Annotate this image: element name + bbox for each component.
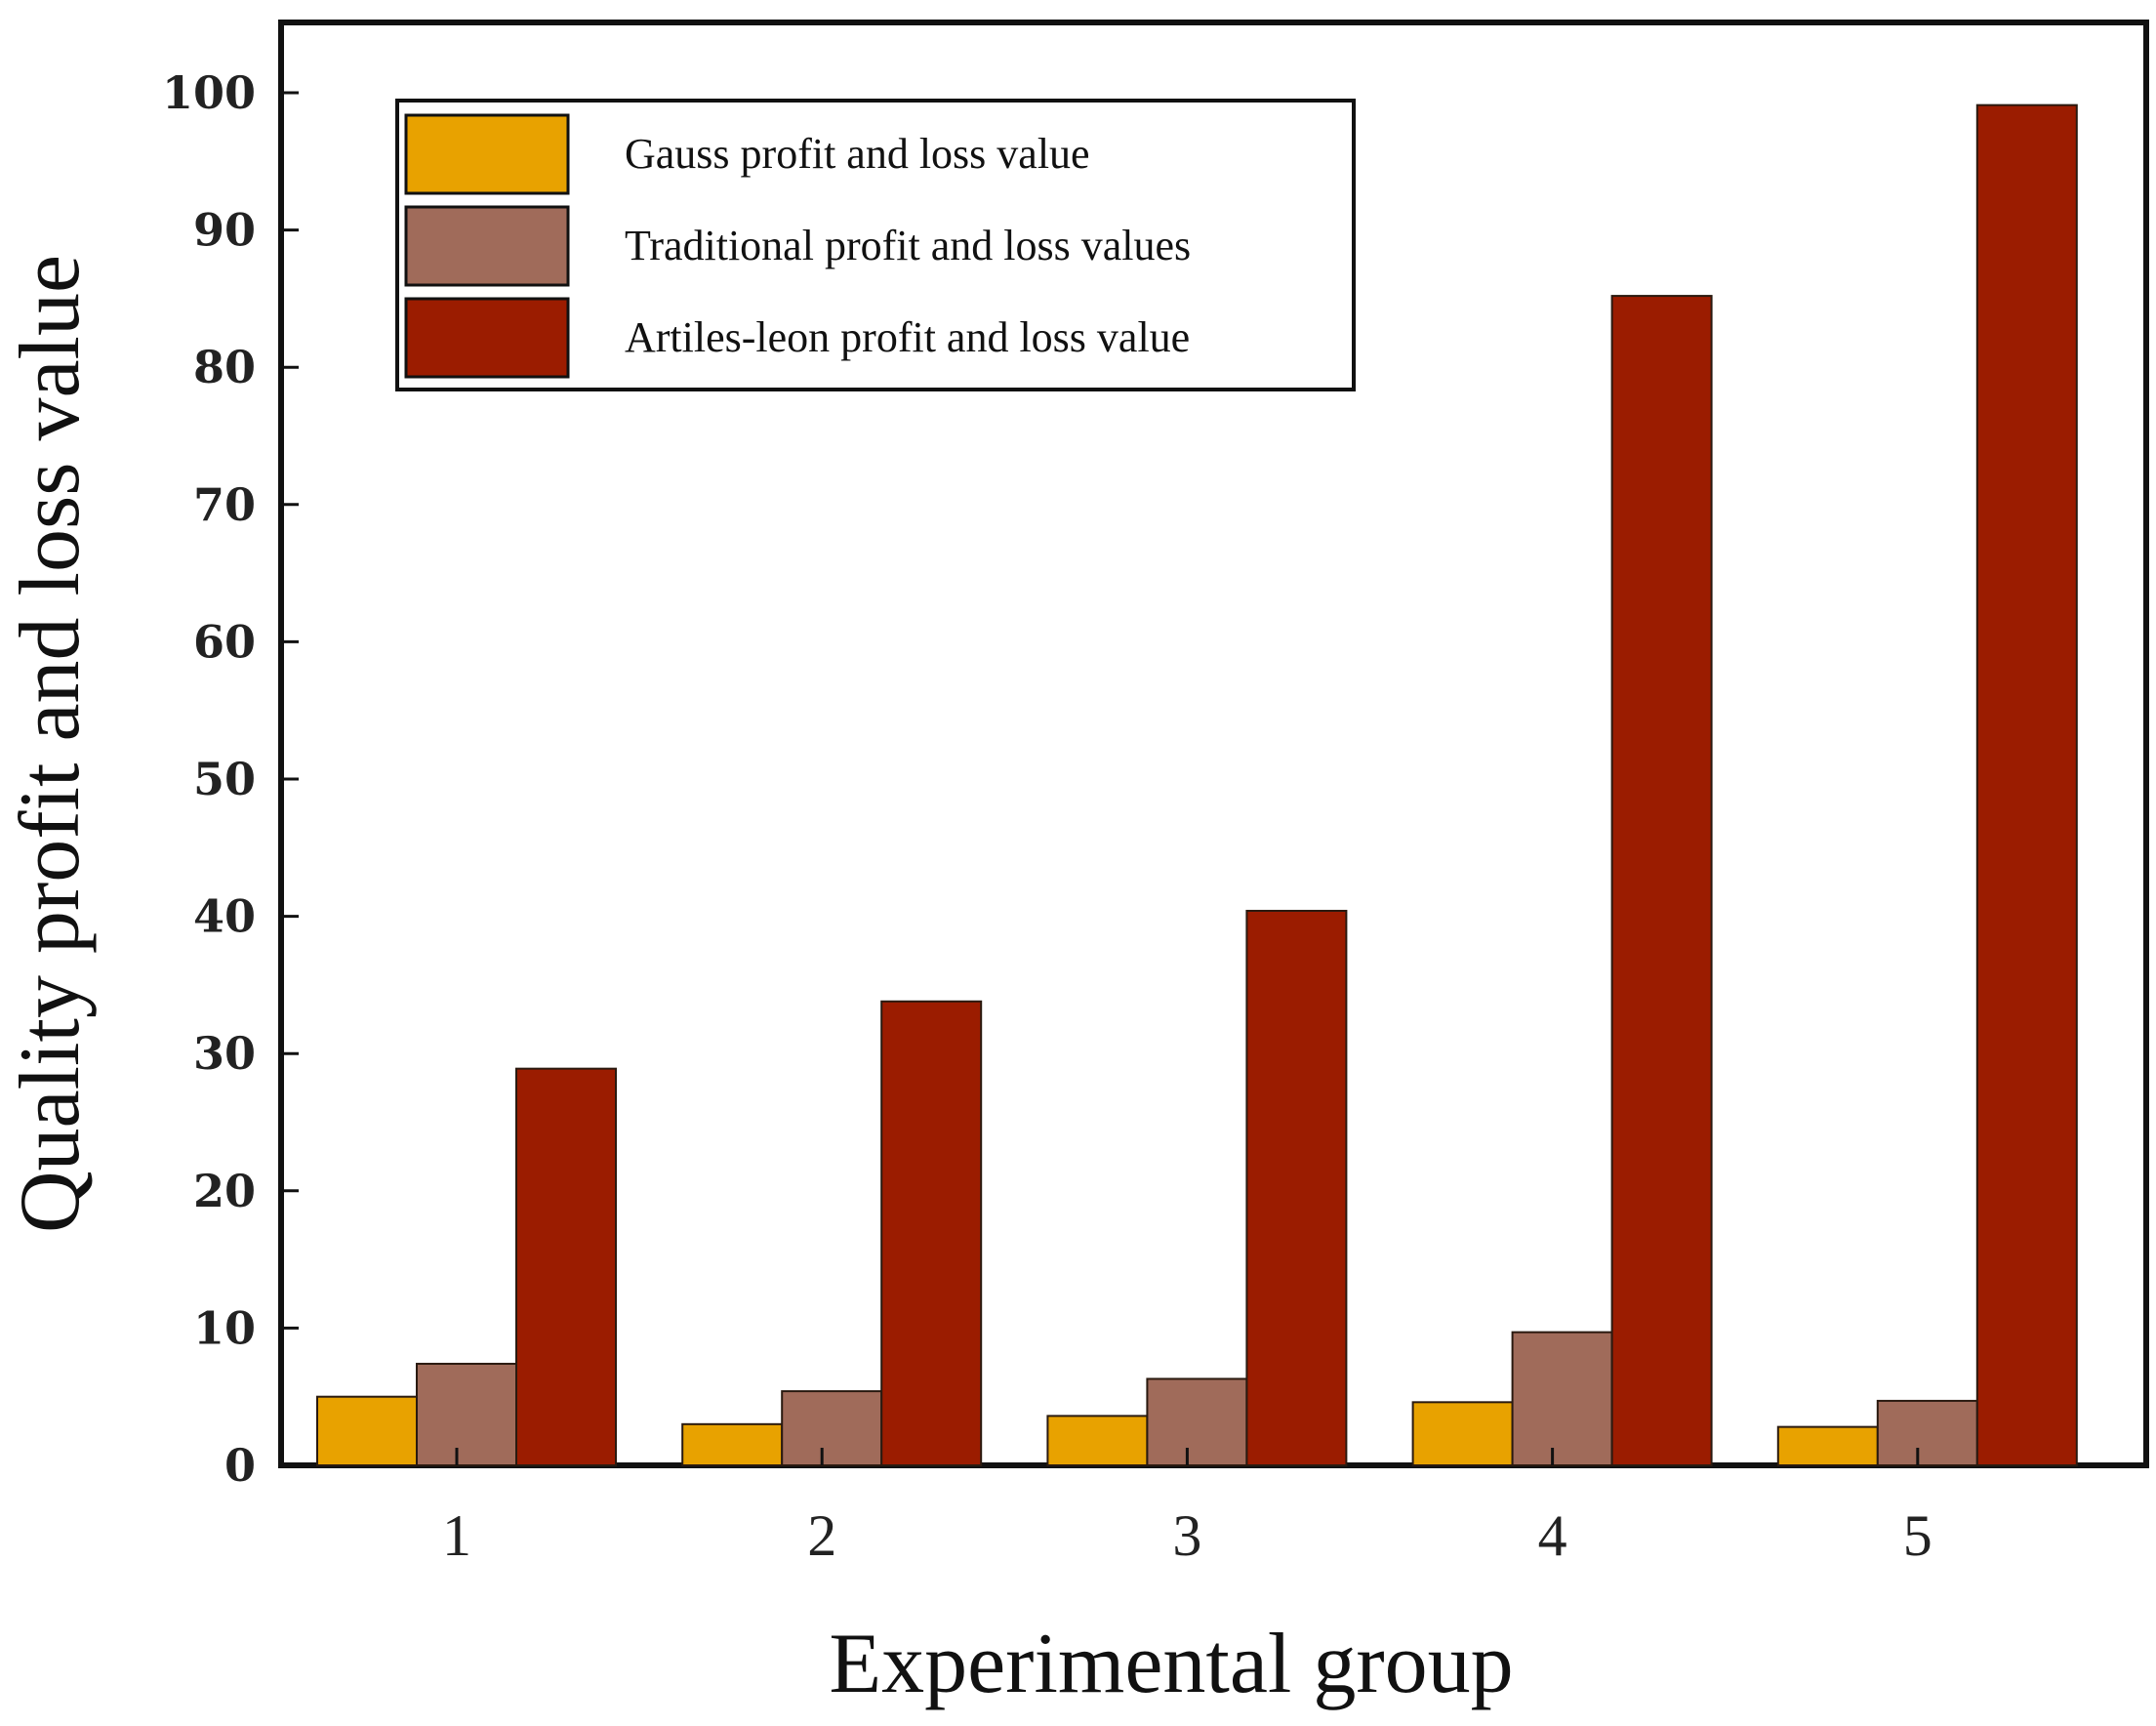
y-axis-ticks: 0 10 20 30 40 50 60 70 80 90 100 [162,66,299,1492]
x-tick-label: 1 [442,1503,471,1568]
legend-label-2: Traditional profit and loss values [625,222,1191,269]
bar-group-2-series-2 [781,1390,883,1467]
y-tick-label: 70 [193,478,256,531]
bar-group-3-series-1 [1046,1415,1149,1467]
legend-swatch-2 [404,205,570,287]
bar-group-4-series-3 [1610,295,1713,1466]
bar-group-2-series-1 [681,1422,784,1466]
y-tick-label: 10 [193,1301,256,1354]
x-tick-label: 4 [1538,1503,1567,1568]
bar-group-5-series-1 [1776,1425,1879,1466]
legend-label-1: Gauss profit and loss value [625,130,1090,178]
x-tick-label: 3 [1172,1503,1201,1568]
bars-group [316,103,2078,1467]
x-tick-label: 5 [1903,1503,1932,1568]
bar-group-1-series-3 [515,1067,617,1467]
y-tick-label: 30 [193,1027,256,1080]
y-tick-label: 60 [193,615,256,668]
legend-label-3: Artiles-leon profit and loss value [625,313,1190,361]
legend: Gauss profit and loss value Traditional p… [395,99,1356,391]
y-axis-title: Quality profit and loss value [3,255,98,1233]
bar-group-5-series-2 [1876,1399,1978,1466]
bar-group-3-series-2 [1146,1377,1248,1466]
legend-swatch-1 [404,113,570,195]
bar-group-5-series-3 [1975,103,2078,1466]
bar-group-1-series-2 [416,1362,517,1467]
y-tick-label: 90 [193,204,256,257]
x-tick-label: 2 [807,1503,836,1568]
bar-group-3-series-3 [1245,909,1348,1466]
bar-group-2-series-3 [880,1000,983,1466]
legend-swatch-3 [404,297,570,379]
y-tick-label: 0 [224,1439,256,1492]
y-tick-label: 50 [193,753,256,805]
x-axis-title: Experimental group [829,1617,1513,1711]
bar-group-4-series-1 [1411,1401,1514,1466]
bar-group-1-series-1 [316,1395,418,1466]
y-tick-label: 100 [162,66,256,119]
bar-group-4-series-2 [1511,1331,1613,1467]
y-tick-label: 20 [193,1165,256,1217]
y-tick-label: 40 [193,890,256,943]
y-tick-label: 80 [193,341,256,393]
x-axis-ticks: 1 2 3 4 5 [442,1448,1932,1568]
